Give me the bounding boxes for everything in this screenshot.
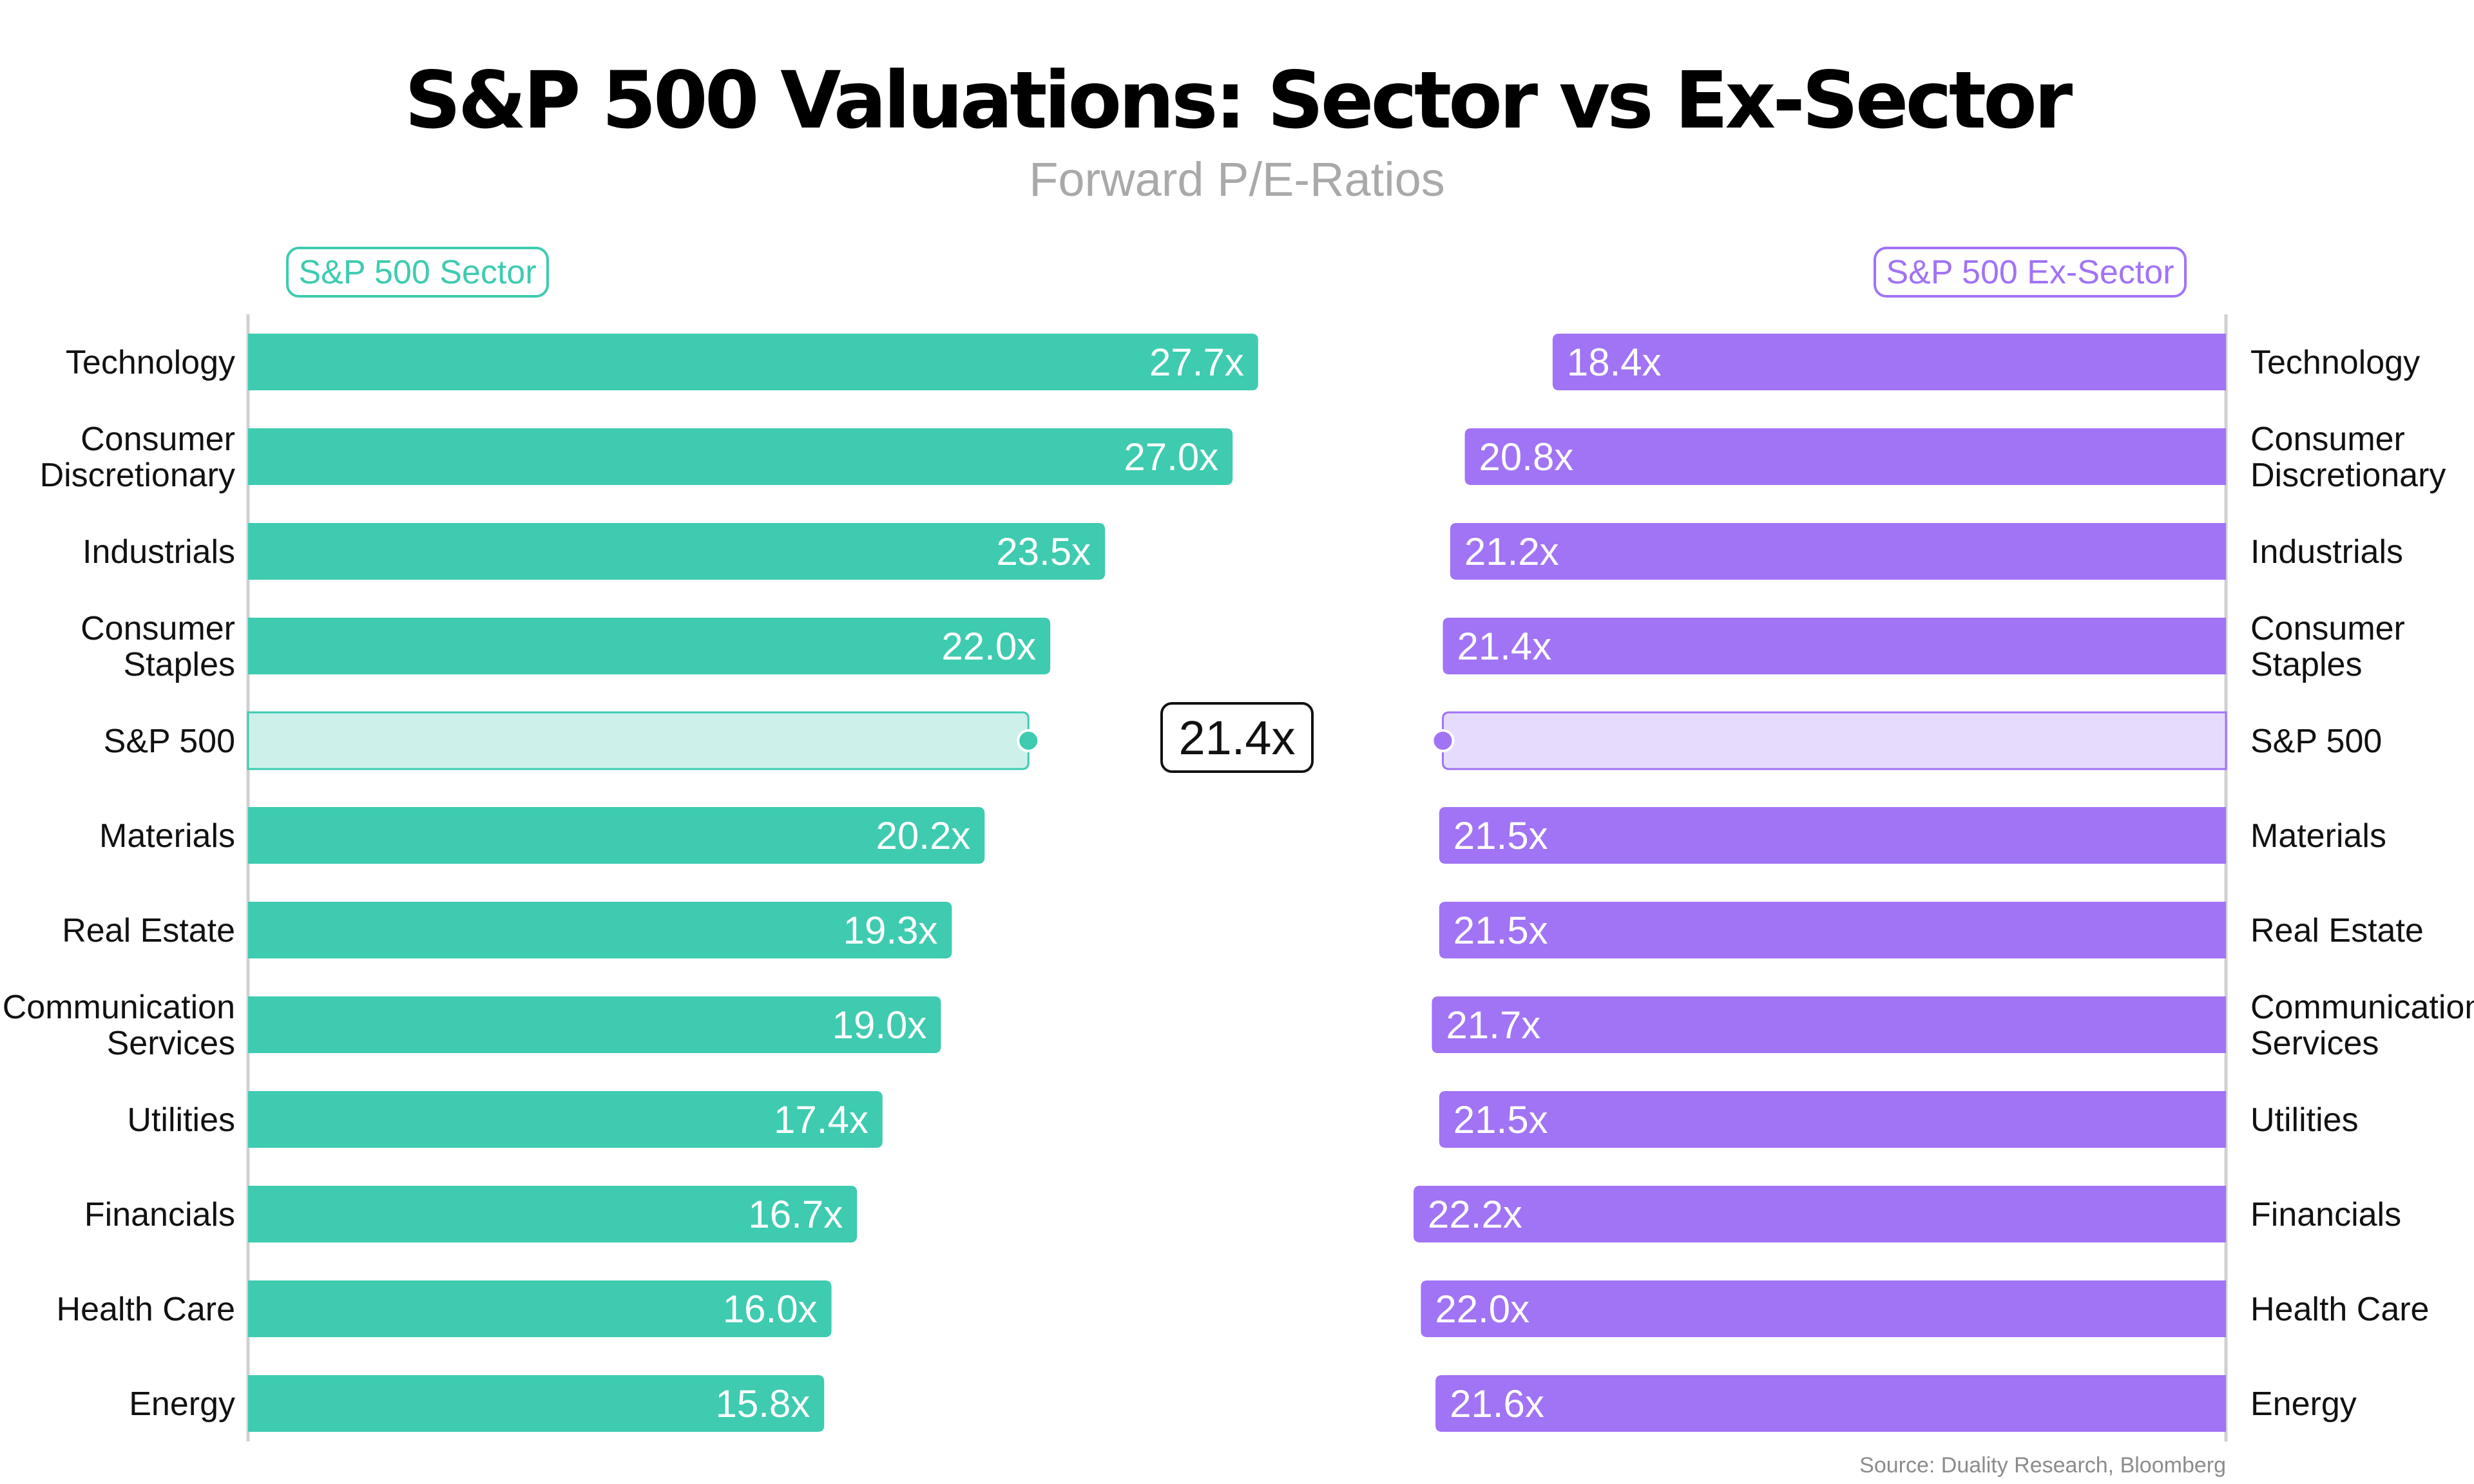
- category-label-left-health-care: Health Care: [57, 1291, 235, 1328]
- legend-ex-sector-label: S&P 500 Ex-Sector: [1886, 254, 2174, 291]
- category-label-right-materials: Materials: [2250, 817, 2386, 855]
- sector-bar-industrials: [248, 523, 1106, 580]
- sector-bar-health-care: [248, 1280, 832, 1337]
- sector-value-consumer-staples: 22.0x: [941, 625, 1036, 668]
- category-label-left-communication-services: Communication Services: [3, 989, 235, 1062]
- category-label-left-energy: Energy: [129, 1385, 235, 1423]
- ex-sector-value-technology: 18.4x: [1567, 341, 1662, 384]
- sector-bar-consumer-staples: [248, 618, 1051, 674]
- benchmark-value: 21.4x: [1178, 711, 1295, 765]
- sector-bar-energy: [248, 1375, 825, 1432]
- ex-sector-bar-financials: [1414, 1186, 2226, 1242]
- sector-bar-utilities: [248, 1091, 883, 1148]
- category-label-right-industrials: Industrials: [2250, 533, 2403, 571]
- ex-sector-bar-consumer-discretionary: [1464, 428, 2226, 485]
- sector-bar-materials: [248, 807, 985, 864]
- sector-bar-sandp-500: [247, 711, 1030, 770]
- ex-sector-value-consumer-discretionary: 20.8x: [1479, 435, 1574, 479]
- chart-title: S&P 500 Valuations: Sector vs Ex-Sector: [405, 55, 2073, 146]
- benchmark-value-box: 21.4x: [1160, 702, 1314, 773]
- sector-bar-consumer-discretionary: [248, 428, 1233, 485]
- sector-value-consumer-discretionary: 27.0x: [1124, 435, 1218, 479]
- legend-sector-label: S&P 500 Sector: [298, 254, 536, 291]
- ex-sector-value-financials: 22.2x: [1428, 1193, 1522, 1236]
- legend-sector-box: [286, 247, 549, 298]
- category-label-right-consumer-discretionary: Consumer Discretionary: [2250, 421, 2446, 494]
- category-label-right-financials: Financials: [2250, 1196, 2401, 1233]
- ex-sector-bar-sandp-500: [1441, 711, 2227, 770]
- ex-sector-value-utilities: 21.5x: [1453, 1098, 1548, 1141]
- legend-ex-sector: S&P 500 Ex-Sector: [1874, 247, 2187, 298]
- category-label-left-industrials: Industrials: [82, 533, 235, 571]
- ex-sector-bar-marker-sandp-500: [1431, 729, 1455, 752]
- ex-sector-bar-materials: [1439, 807, 2226, 864]
- sector-bar-real-estate: [248, 902, 952, 958]
- legend-sector: S&P 500 Sector: [286, 247, 549, 298]
- sector-bar-technology: [248, 334, 1258, 390]
- sector-value-utilities: 17.4x: [774, 1098, 868, 1141]
- sector-value-financials: 16.7x: [748, 1193, 843, 1236]
- category-label-left-technology: Technology: [66, 344, 235, 381]
- sector-bar-communication-services: [248, 996, 941, 1053]
- category-label-right-technology: Technology: [2250, 344, 2420, 381]
- category-label-left-consumer-discretionary: Consumer Discretionary: [40, 421, 235, 494]
- legend-ex-sector-box: [1874, 247, 2187, 298]
- ex-sector-value-materials: 21.5x: [1453, 814, 1548, 857]
- ex-sector-value-health-care: 22.0x: [1435, 1288, 1529, 1331]
- sector-value-real-estate: 19.3x: [843, 909, 938, 952]
- ex-sector-value-real-estate: 21.5x: [1453, 909, 1548, 952]
- category-label-left-financials: Financials: [84, 1196, 235, 1233]
- ex-sector-bar-energy: [1435, 1375, 2226, 1432]
- category-label-right-consumer-staples: Consumer Staples: [2250, 610, 2405, 683]
- category-label-left-sandp-500: S&P 500: [104, 723, 235, 760]
- ex-sector-bar-consumer-staples: [1443, 618, 2226, 674]
- sector-value-industrials: 23.5x: [996, 530, 1091, 573]
- category-label-right-utilities: Utilities: [2250, 1101, 2359, 1139]
- category-label-left-real-estate: Real Estate: [62, 912, 235, 949]
- category-label-left-materials: Materials: [99, 817, 235, 855]
- sector-value-energy: 15.8x: [715, 1382, 810, 1425]
- ex-sector-bar-technology: [1552, 334, 2226, 390]
- chart-subtitle: Forward P/E-Ratios: [1029, 153, 1445, 206]
- benchmark-box: [1160, 702, 1314, 773]
- ex-sector-value-industrials: 21.2x: [1464, 530, 1559, 573]
- sector-bars: 27.7x 27.0x 23.5x 22.0x 20.2x 19.3x 19.0x 17.4x…: [247, 334, 1258, 1432]
- category-label-right-real-estate: Real Estate: [2250, 912, 2424, 949]
- ex-sector-bar-communication-services: [1432, 996, 2226, 1053]
- ex-sector-value-energy: 21.6x: [1450, 1382, 1544, 1425]
- sector-value-technology: 27.7x: [1149, 341, 1244, 384]
- category-label-right-communication-services: Communication Services: [2250, 989, 2474, 1062]
- ex-sector-bar-utilities: [1439, 1091, 2226, 1148]
- ex-sector-value-communication-services: 21.7x: [1446, 1004, 1540, 1047]
- category-label-left-utilities: Utilities: [127, 1101, 235, 1139]
- ex-sector-bar-industrials: [1450, 523, 2226, 580]
- ex-sector-value-consumer-staples: 21.4x: [1457, 625, 1551, 668]
- category-label-right-sandp-500: S&P 500: [2250, 723, 2382, 760]
- sector-bar-marker-sandp-500: [1017, 729, 1040, 752]
- sector-value-health-care: 16.0x: [723, 1288, 818, 1331]
- sector-value-communication-services: 19.0x: [832, 1004, 927, 1047]
- category-label-right-health-care: Health Care: [2250, 1291, 2429, 1328]
- ex-sector-bars: 18.4x 20.8x 21.2x 21.4x 21.5x 21.5x 21.7x 21.5x…: [1414, 334, 2227, 1432]
- category-labels-left: Technology Consumer Discretionary Industria…: [3, 344, 235, 1423]
- sector-bar-financials: [248, 1186, 858, 1242]
- ex-sector-bar-health-care: [1421, 1280, 2226, 1337]
- ex-sector-bar-real-estate: [1439, 902, 2226, 958]
- category-labels-right: Technology Consumer Discretionary Industria…: [2250, 344, 2474, 1423]
- source-note: Source: Duality Research, Bloomberg: [1859, 1453, 2226, 1478]
- category-label-left-consumer-staples: Consumer Staples: [81, 610, 235, 683]
- sector-value-materials: 20.2x: [876, 814, 971, 857]
- category-label-right-energy: Energy: [2250, 1385, 2357, 1423]
